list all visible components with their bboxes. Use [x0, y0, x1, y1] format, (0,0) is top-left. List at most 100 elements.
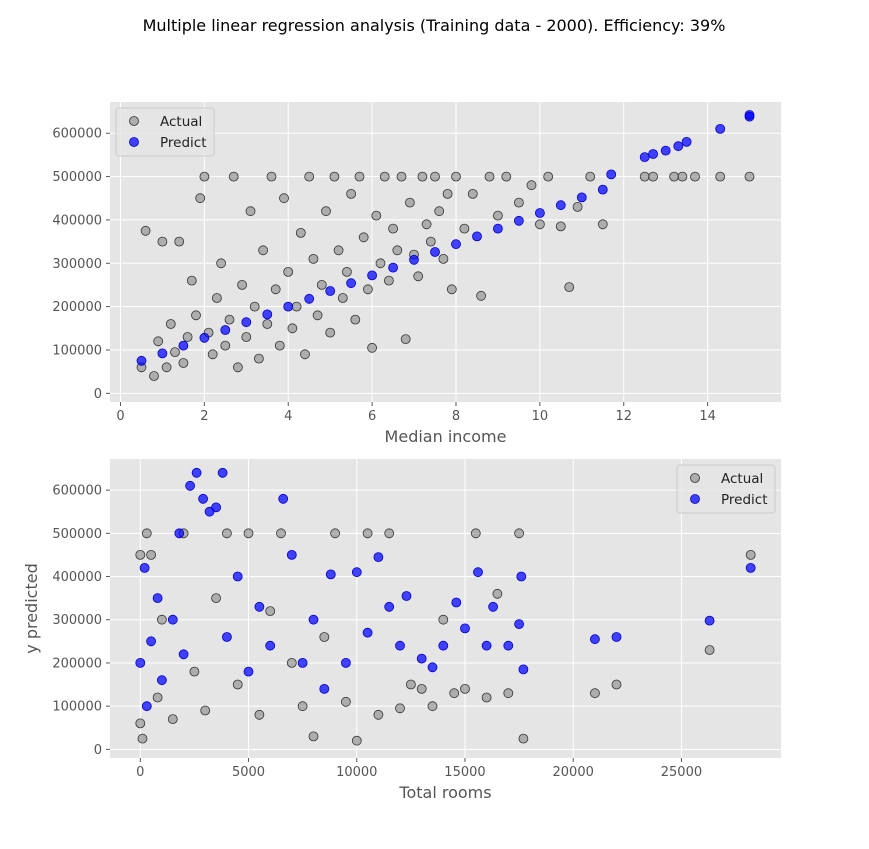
figure-title: Multiple linear regression analysis (Tra…: [143, 16, 726, 35]
y-tick-label: 100000: [52, 700, 102, 715]
data-point-predict: [297, 658, 308, 668]
data-point-actual: [135, 550, 146, 560]
data-point-actual: [274, 340, 285, 351]
data-point-predict: [278, 493, 289, 504]
data-point-actual: [476, 290, 487, 301]
data-point-actual: [373, 709, 384, 720]
data-point-actual: [354, 171, 365, 182]
data-point-predict: [395, 640, 405, 651]
series-actual: [135, 528, 756, 746]
data-point-predict: [167, 614, 178, 625]
data-point-actual: [221, 528, 232, 539]
data-point-actual: [153, 336, 164, 347]
data-point-predict: [373, 552, 384, 562]
data-point-actual: [253, 353, 264, 364]
data-point-actual: [341, 266, 352, 277]
legend-marker-predict: [129, 137, 139, 147]
legend-box: [676, 464, 776, 514]
data-point-predict: [639, 152, 650, 163]
data-point-actual: [189, 666, 200, 677]
data-point-actual: [597, 219, 608, 230]
data-point-predict: [438, 640, 449, 651]
data-point-actual: [286, 658, 297, 668]
data-point-actual: [744, 171, 755, 182]
x-tick-label: 0: [136, 765, 144, 780]
data-point-actual: [501, 171, 512, 182]
data-point-actual: [417, 171, 428, 182]
data-point-actual: [395, 703, 405, 714]
data-point-actual: [350, 314, 361, 325]
data-point-actual: [276, 528, 286, 539]
data-point-predict: [325, 569, 336, 580]
data-point-actual: [149, 371, 159, 381]
data-point-actual: [460, 684, 470, 694]
data-point-actual: [279, 193, 289, 204]
y-tick-label: 0: [94, 743, 102, 758]
data-point-actual: [346, 188, 357, 199]
legend-marker-actual: [690, 473, 700, 483]
data-point-predict: [191, 467, 202, 478]
data-point-actual: [639, 171, 650, 182]
data-point-predict: [514, 619, 524, 629]
data-point-predict: [254, 601, 265, 612]
data-point-actual: [333, 245, 344, 256]
data-point-predict: [156, 675, 167, 686]
y-tick-label: 600000: [52, 127, 102, 142]
data-point-actual: [300, 349, 310, 360]
data-point-predict: [136, 355, 147, 366]
data-point-actual: [383, 275, 394, 286]
data-point-predict: [283, 301, 294, 312]
data-point-actual: [427, 701, 438, 712]
data-point-predict: [744, 110, 755, 120]
data-point-predict: [514, 215, 524, 226]
data-point-predict: [535, 208, 545, 218]
data-point-actual: [191, 310, 201, 321]
data-point-actual: [362, 528, 373, 539]
data-point-actual: [241, 332, 252, 342]
data-point-actual: [316, 279, 327, 290]
data-point-predict: [384, 601, 395, 612]
data-point-predict: [416, 653, 427, 664]
legend-label-actual: Actual: [160, 114, 202, 130]
y-tick-label: 300000: [52, 613, 102, 628]
data-point-actual: [438, 253, 449, 264]
data-point-predict: [340, 658, 351, 668]
data-point-predict: [648, 149, 658, 159]
data-point-actual: [266, 171, 277, 182]
data-point-actual: [648, 171, 658, 182]
data-point-actual: [265, 606, 276, 616]
legend-label-predict: Predict: [721, 492, 768, 508]
x-tick-label: 10: [532, 409, 549, 424]
data-point-predict: [576, 192, 587, 203]
x-axis-label: Median income: [385, 427, 507, 446]
data-point-predict: [351, 567, 362, 578]
data-point-predict: [174, 528, 185, 539]
data-point-actual: [438, 614, 449, 625]
legend-label-predict: Predict: [160, 135, 207, 151]
data-point-actual: [165, 319, 176, 329]
data-point-actual: [384, 528, 395, 539]
series-predict: [136, 110, 755, 366]
data-point-predict: [198, 493, 209, 504]
data-point-predict: [286, 550, 297, 560]
x-tick-label: 10000: [336, 765, 377, 780]
data-point-actual: [224, 314, 235, 325]
x-tick-label: 15000: [444, 765, 485, 780]
data-point-actual: [140, 225, 151, 236]
data-point-actual: [492, 210, 503, 221]
data-point-actual: [321, 206, 331, 217]
data-point-predict: [211, 502, 222, 513]
plot-total-rooms: 0 5000 10000 15000 20000 25000 0 100000 200000 30…: [22, 459, 781, 802]
data-point-actual: [297, 701, 308, 712]
data-point-actual: [156, 614, 167, 625]
x-tick-label: 8: [452, 409, 460, 424]
data-point-actual: [358, 232, 369, 243]
data-point-predict: [185, 480, 196, 491]
data-point-actual: [526, 180, 537, 191]
data-point-predict: [220, 325, 231, 335]
data-point-actual: [704, 645, 715, 655]
data-point-predict: [611, 632, 622, 642]
legend: Actual Predict: [676, 464, 776, 514]
data-point-actual: [585, 171, 596, 182]
data-point-actual: [481, 692, 492, 703]
